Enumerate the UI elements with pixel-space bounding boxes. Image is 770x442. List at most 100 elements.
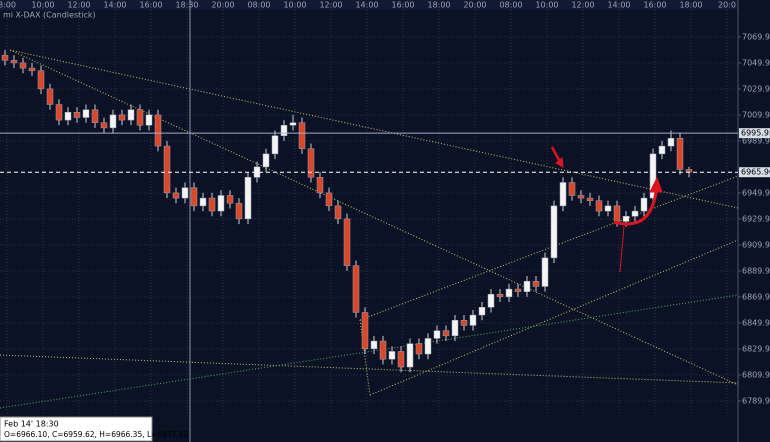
x-tick-label: 12:00	[67, 1, 90, 10]
candle-body	[325, 192, 333, 207]
candle-body	[172, 192, 180, 199]
candle-body	[307, 148, 315, 178]
candle-body	[523, 281, 531, 292]
candle-body	[244, 177, 252, 220]
price-label: 6995.95	[741, 129, 770, 138]
candle-body	[208, 197, 216, 212]
y-tick-label: 6929.9	[742, 214, 770, 223]
candle-body	[280, 125, 288, 136]
candle-body	[91, 109, 99, 123]
candle-body	[361, 312, 369, 350]
candle-body	[613, 205, 621, 222]
candle-body	[505, 288, 513, 298]
candle-body	[532, 281, 540, 287]
candle-body	[262, 153, 270, 168]
chart-title: mi X-DAX (Candlestick)	[3, 11, 96, 20]
candle-body	[667, 138, 675, 147]
candle-body	[109, 114, 117, 129]
annotations	[550, 146, 663, 273]
x-tick-label: 14:00	[103, 1, 126, 10]
arrow-shaft	[619, 225, 625, 273]
price-label: 6965.90	[741, 168, 770, 177]
trendline	[9, 49, 739, 209]
price-label-box	[739, 128, 770, 139]
candle-body	[289, 122, 297, 126]
candle-body	[577, 195, 585, 199]
candle-body	[460, 319, 468, 326]
candle-body	[145, 114, 153, 126]
candle-body	[586, 197, 594, 201]
trendline	[0, 354, 739, 384]
x-tick-label: 14:00	[607, 1, 630, 10]
candle-body	[433, 330, 441, 339]
x-tick-label: 12:00	[319, 1, 342, 10]
candle-body	[118, 114, 126, 121]
x-tick-label: 18:00	[427, 1, 450, 10]
candle-body	[55, 104, 63, 121]
x-tick-label: 20:00	[463, 1, 486, 10]
y-tick-label: 6989.9	[742, 137, 770, 146]
x-tick-label: 16:00	[139, 1, 162, 10]
candle-body	[658, 145, 666, 155]
arrow-head	[649, 176, 663, 193]
candle-body	[199, 197, 207, 207]
candle-body	[1, 54, 9, 61]
candle-body	[226, 195, 234, 204]
candle-body	[415, 343, 423, 355]
y-tick-label: 7029.9	[742, 85, 770, 94]
candle-body	[397, 351, 405, 368]
candle-body	[28, 67, 36, 71]
candle-body	[343, 218, 351, 266]
candle-body	[181, 187, 189, 199]
candle-body	[316, 177, 324, 194]
x-tick-label: 08:00	[499, 1, 522, 10]
x-tick-label: 16:00	[391, 1, 414, 10]
candle-body	[271, 135, 279, 155]
candle-body	[190, 187, 198, 207]
candle-body	[64, 112, 72, 121]
candle-body	[649, 153, 657, 199]
x-tick-label: 10:00	[535, 1, 558, 10]
candle-body	[496, 294, 504, 298]
candle-body	[46, 88, 54, 105]
y-tick-label: 7049.9	[742, 59, 770, 68]
candle-body	[442, 330, 450, 337]
grid	[0, 10, 738, 415]
candle-body	[487, 294, 495, 308]
candle-body	[514, 288, 522, 292]
candle-body	[685, 169, 693, 173]
trendline	[369, 239, 739, 396]
y-tick-label: 6829.9	[742, 344, 770, 353]
candle-body	[37, 70, 45, 90]
y-tick-label: 6809.9	[742, 370, 770, 379]
candle-body	[622, 216, 630, 222]
x-tick-label: 10:00	[31, 1, 54, 10]
x-tick-label: 12:00	[571, 1, 594, 10]
candle-body	[388, 351, 396, 360]
candle-body	[676, 138, 684, 170]
arrow-head	[555, 157, 564, 168]
candle-body	[469, 314, 477, 326]
candle-body	[334, 205, 342, 220]
candle-body	[298, 122, 306, 149]
candle-body	[640, 197, 648, 212]
y-tick-label: 6909.9	[742, 240, 770, 249]
candle-body	[370, 340, 378, 350]
candle-body	[631, 210, 639, 217]
info-box	[0, 416, 153, 442]
candle-body	[559, 182, 567, 207]
y-tick-label: 6869.9	[742, 292, 770, 301]
x-tick-label: 08:00	[247, 1, 270, 10]
candle-body	[100, 122, 108, 129]
x-tick-label: 8:00	[0, 1, 16, 10]
x-tick-label: 18:00	[679, 1, 702, 10]
x-tick-label: 16:00	[643, 1, 666, 10]
candle-body	[235, 203, 243, 220]
candle-body	[154, 114, 162, 147]
price-label-box	[739, 167, 770, 178]
y-tick-label: 6849.9	[742, 318, 770, 327]
candle-body	[127, 109, 135, 121]
candle-body	[568, 182, 576, 196]
